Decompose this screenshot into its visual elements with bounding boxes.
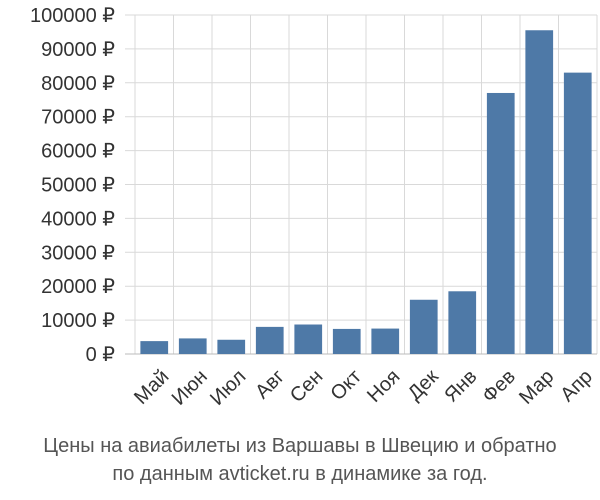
bar-chart: 0 ₽ 10000 ₽ 20000 ₽ 30000 ₽ 40000 ₽ 50000 ₽ 60… xyxy=(30,5,598,410)
x-tick-label: Фев xyxy=(478,366,520,408)
y-tick-label: 70000 ₽ xyxy=(41,107,115,129)
y-tick-label: 40000 ₽ xyxy=(41,208,115,230)
y-tick-label: 80000 ₽ xyxy=(41,73,115,95)
bar xyxy=(409,299,438,354)
bar xyxy=(371,328,400,354)
x-tick-label: Май xyxy=(130,366,173,409)
x-tick-label: Мар xyxy=(515,366,558,409)
y-tick-label: 100000 ₽ xyxy=(30,5,115,27)
bar xyxy=(178,338,207,354)
bar xyxy=(563,72,592,354)
y-axis: 0 ₽ 10000 ₽ 20000 ₽ 30000 ₽ 40000 ₽ 50000 ₽ 60… xyxy=(30,5,115,366)
bar xyxy=(448,291,477,354)
x-tick-label: Окт xyxy=(327,366,366,405)
x-tick-label: Дек xyxy=(404,365,443,404)
bar xyxy=(217,339,246,354)
y-tick-label: 20000 ₽ xyxy=(41,276,115,298)
y-tick-label: 10000 ₽ xyxy=(41,310,115,332)
x-tick-label: Авг xyxy=(251,366,289,404)
bar xyxy=(140,341,169,354)
bar xyxy=(255,326,284,354)
bar xyxy=(525,30,554,354)
bar xyxy=(294,324,323,354)
chart-caption-line-2: по данным avticket.ru в динамике за год. xyxy=(112,463,488,485)
x-tick-label: Ноя xyxy=(363,366,404,407)
x-tick-label: Июн xyxy=(168,366,212,410)
x-tick-label: Янв xyxy=(440,366,481,407)
x-tick-label: Сен xyxy=(286,366,327,407)
x-tick-label: Апр xyxy=(556,366,597,407)
bar xyxy=(486,92,515,354)
x-tick-label: Июл xyxy=(206,366,250,410)
chart-caption-line-1: Цены на авиабилеты из Варшавы в Швецию и… xyxy=(43,435,557,457)
y-tick-label: 60000 ₽ xyxy=(41,141,115,163)
bars xyxy=(140,30,592,354)
y-tick-label: 50000 ₽ xyxy=(41,175,115,197)
y-tick-label: 90000 ₽ xyxy=(41,39,115,61)
y-tick-label: 30000 ₽ xyxy=(41,242,115,264)
y-tick-label: 0 ₽ xyxy=(86,344,116,366)
grid-lines xyxy=(125,14,598,355)
bar xyxy=(332,328,361,354)
